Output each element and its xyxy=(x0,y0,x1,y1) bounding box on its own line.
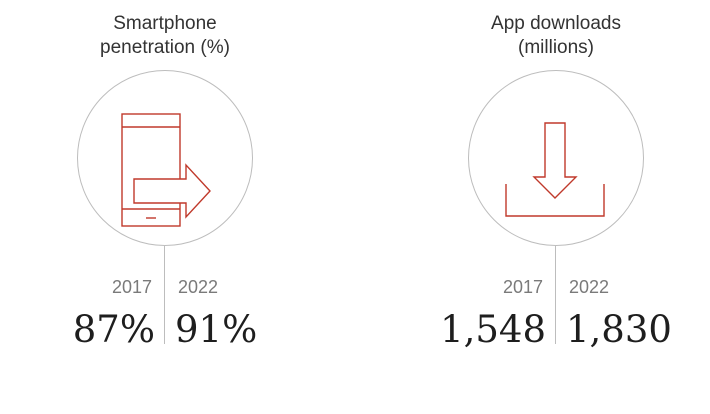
stat-title-line-1: App downloads xyxy=(491,13,621,34)
smartphone-arrow-icon xyxy=(121,113,211,227)
value-2017: 1,548 xyxy=(440,308,546,351)
stat-title-line-2: (millions) xyxy=(518,37,594,58)
year-divider xyxy=(164,246,166,344)
value-2017: 87% xyxy=(72,308,155,351)
year-label-2022: 2022 xyxy=(569,277,610,297)
icon-circle xyxy=(468,70,644,246)
year-label-2017: 2017 xyxy=(111,277,152,297)
value-2022: 1,830 xyxy=(566,308,672,351)
stat-app-downloads: App downloads (millions) 2017 2022 1,548… xyxy=(406,0,706,414)
download-icon xyxy=(505,122,605,217)
stat-title: App downloads (millions) xyxy=(406,12,706,60)
stat-title-line-2: penetration (%) xyxy=(100,37,230,58)
stat-title-line-1: Smartphone xyxy=(113,13,217,34)
stat-title: Smartphone penetration (%) xyxy=(15,12,315,60)
year-label-2022: 2022 xyxy=(178,277,219,297)
value-2022: 91% xyxy=(175,308,258,351)
year-divider xyxy=(555,246,557,344)
stat-smartphone-penetration: Smartphone penetration (%) 2017 2022 87%… xyxy=(15,0,315,414)
icon-circle xyxy=(77,70,253,246)
year-label-2017: 2017 xyxy=(502,277,543,297)
